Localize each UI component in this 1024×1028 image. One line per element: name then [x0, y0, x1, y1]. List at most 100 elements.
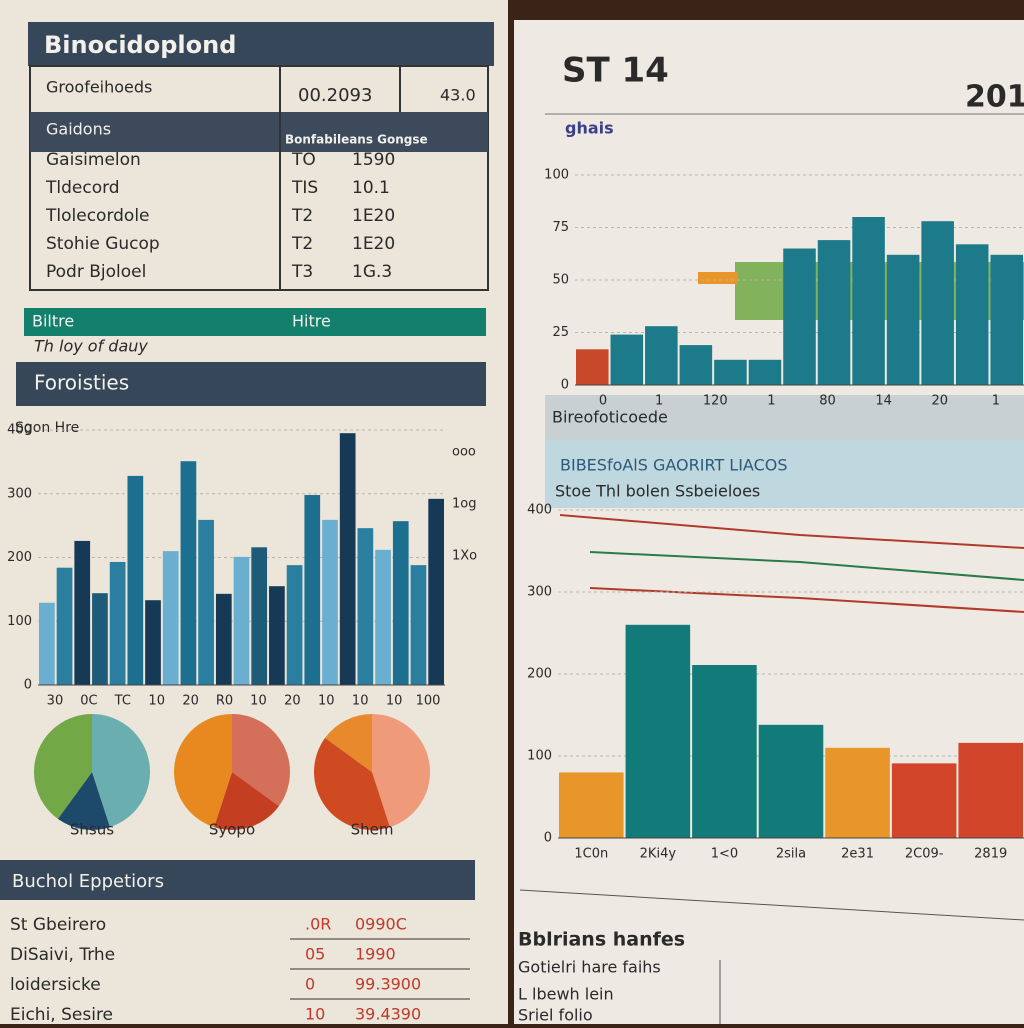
x-tick-label: 1C0n [574, 847, 608, 862]
chart-title: Stoe Thl bolen Ssbeieloes [555, 482, 760, 501]
bar [748, 359, 782, 385]
trend-line [589, 551, 1024, 581]
x-tick-label: 100 [416, 694, 441, 709]
bar [825, 747, 890, 838]
bar [692, 664, 757, 838]
cell: 1E20 [352, 206, 395, 226]
cell: St Gbeirero [10, 915, 106, 935]
pie-slice [92, 714, 150, 828]
y-tick-label: 100 [544, 168, 569, 183]
cell: 05 [305, 945, 325, 964]
x-tick-label: 1 [767, 394, 775, 409]
cell: Gaidons [46, 120, 111, 139]
pie-slice [314, 737, 390, 830]
cell: Groofeihoeds [46, 78, 152, 97]
y-tick-label: 400 [527, 503, 552, 518]
x-tick-label: 1 [992, 394, 1000, 409]
cell: 39.4390 [355, 1005, 421, 1024]
x-tick-label: 14 [875, 394, 892, 409]
y-tick-label: 50 [552, 273, 569, 288]
green-band [24, 308, 486, 336]
table-header [30, 112, 488, 152]
bar [955, 244, 989, 385]
x-tick-label: 10 [148, 694, 165, 709]
bar [56, 567, 73, 685]
pie-slice [57, 772, 110, 830]
x-tick-label: 1<0 [711, 847, 738, 862]
y-tick-label: 300 [7, 486, 32, 501]
x-tick-label: 1 [655, 394, 663, 409]
y-tick-label: 75 [552, 220, 569, 235]
bar [891, 763, 957, 838]
cell: Stohie Gucop [46, 234, 160, 254]
caption: Th loy of dauy [34, 337, 148, 356]
bar [758, 724, 824, 838]
expenses-title: Buchol Eppetiors [12, 871, 164, 892]
note: Sriel folio [518, 1006, 593, 1025]
x-tick-label: TC [114, 694, 131, 709]
x-tick-label: 20 [932, 394, 949, 409]
pie-slice [174, 714, 232, 828]
pie-label: Shem [351, 821, 394, 839]
cell: 0 [305, 975, 315, 994]
header: Binocidoplond [44, 31, 236, 59]
side-label: 1Xo [452, 549, 477, 564]
bar [322, 519, 338, 685]
x-tick-label: 0C [80, 694, 97, 709]
bar [357, 528, 374, 685]
y-tick-label: 200 [7, 550, 32, 565]
pie-label: Shsus [70, 821, 114, 839]
orange-band [698, 272, 738, 284]
trend-line [559, 514, 1024, 549]
cell: T3 [291, 262, 313, 282]
bar [215, 593, 232, 685]
x-tick-label: 120 [703, 394, 728, 409]
x-tick-label: 2819 [974, 847, 1007, 862]
bar [180, 461, 197, 685]
right-page [514, 20, 1024, 1024]
x-tick-label: 2C09- [905, 847, 944, 862]
bar [679, 345, 713, 385]
cell: 99.3900 [355, 975, 421, 994]
cell: 0990C [355, 915, 407, 934]
x-tick-label: 10 [250, 694, 267, 709]
bar [109, 561, 126, 685]
bar [92, 593, 108, 685]
x-tick-label: 20 [284, 694, 301, 709]
y-tick-label: 0 [544, 831, 552, 846]
side-label: 1og [452, 497, 476, 512]
bar [375, 549, 391, 685]
bar [783, 248, 816, 385]
bar [886, 254, 920, 385]
bar [817, 240, 851, 385]
pie-slice [33, 714, 92, 819]
bar [339, 433, 356, 685]
bar [921, 221, 954, 385]
bar [145, 600, 161, 685]
rule [519, 889, 1024, 921]
cell: loidersicke [10, 975, 101, 995]
pie-slice [232, 714, 291, 807]
pie-slice [372, 714, 430, 828]
year: 201 [965, 80, 1024, 115]
subtitle: ghais [565, 119, 614, 138]
cell: TIS [291, 178, 318, 198]
cell: 1990 [355, 945, 396, 964]
table-frame [29, 65, 489, 291]
y-label: Sgon Hre [15, 420, 79, 436]
cell: 00.2093 [298, 85, 372, 106]
side-label: ooo [452, 445, 476, 460]
y-tick-label: 25 [552, 325, 569, 340]
bar [251, 547, 268, 685]
x-tick-label: 10 [386, 694, 403, 709]
bar [198, 519, 214, 685]
bar [39, 602, 55, 685]
cell: T2 [291, 234, 313, 254]
bar [852, 217, 885, 385]
band-text: Hitre [292, 312, 331, 331]
y-tick-label: 400 [7, 423, 32, 438]
pie-label: Syopo [209, 821, 255, 839]
trend-line [589, 587, 1024, 613]
x-tick-label: 10 [352, 694, 369, 709]
